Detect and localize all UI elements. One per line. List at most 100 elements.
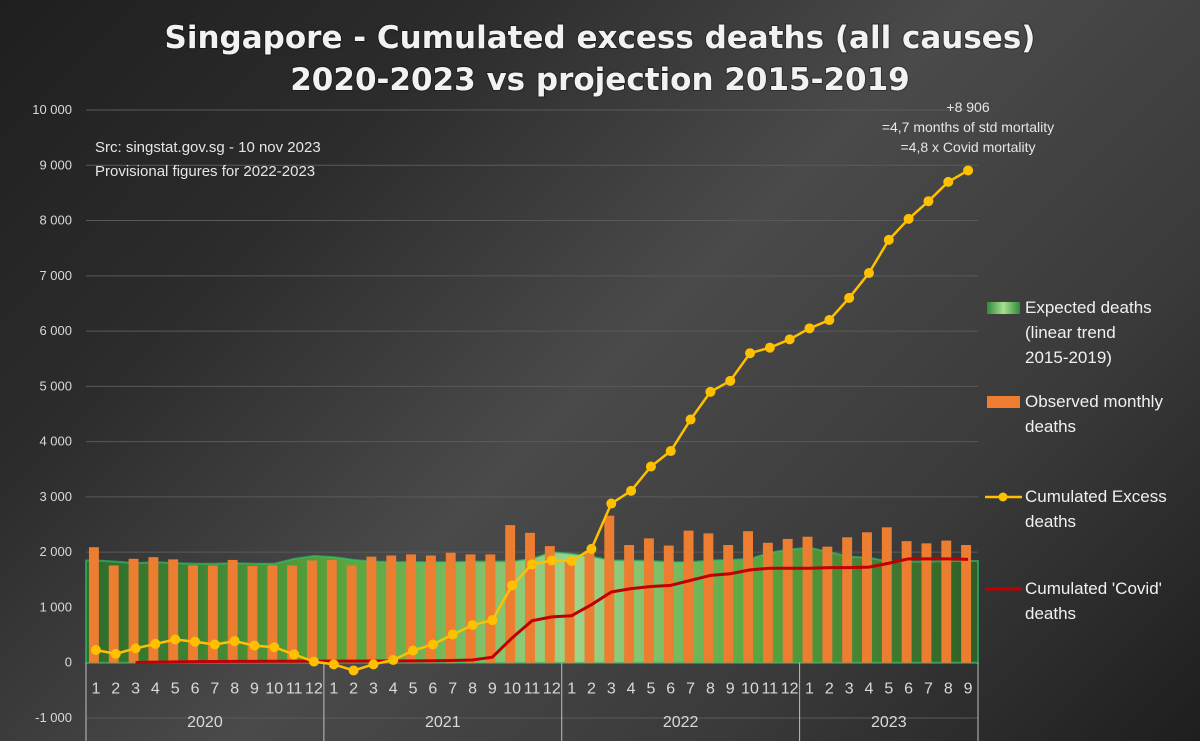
excess-point bbox=[586, 543, 597, 554]
y-tick-label: -1 000 bbox=[35, 710, 72, 725]
x-tick-label: 2 bbox=[825, 681, 834, 698]
year-label: 2022 bbox=[663, 714, 699, 731]
x-tick-label: 10 bbox=[741, 681, 759, 698]
covid-line-path bbox=[135, 557, 969, 664]
observed-bar bbox=[525, 532, 535, 663]
legend-label: deaths bbox=[1025, 417, 1076, 436]
excess-point bbox=[943, 176, 954, 187]
y-tick-label: 4 000 bbox=[39, 434, 72, 449]
observed-bar bbox=[227, 559, 238, 663]
y-tick-label: 6 000 bbox=[39, 323, 72, 338]
excess-point bbox=[527, 559, 537, 570]
observed-bar bbox=[643, 538, 654, 663]
x-tick-label: 7 bbox=[924, 681, 933, 698]
excess-point bbox=[487, 615, 498, 626]
provisional-note: Provisional figures for 2022-2023 bbox=[95, 163, 315, 180]
excess-point bbox=[784, 334, 795, 345]
excess-point bbox=[269, 642, 280, 653]
excess-point bbox=[824, 315, 835, 326]
x-tick-label: 4 bbox=[865, 681, 874, 698]
observed-bar bbox=[544, 546, 555, 663]
x-tick-label: 1 bbox=[329, 681, 338, 698]
excess-point bbox=[844, 292, 855, 303]
legend-label: (linear trend bbox=[1025, 323, 1116, 342]
covid-line bbox=[135, 557, 969, 664]
excess-point bbox=[923, 196, 934, 207]
observed-bar bbox=[604, 515, 615, 663]
observed-bar bbox=[961, 544, 972, 663]
y-tick-label: 8 000 bbox=[39, 213, 72, 228]
observed-bar bbox=[465, 554, 476, 663]
excess-point bbox=[328, 659, 339, 670]
observed-bar bbox=[207, 565, 218, 663]
excess-point bbox=[388, 654, 399, 665]
x-tick-label: 7 bbox=[210, 681, 219, 698]
x-tick-label: 5 bbox=[884, 681, 893, 698]
x-tick-label: 4 bbox=[389, 681, 398, 698]
x-tick-label: 9 bbox=[726, 681, 735, 698]
chart-subtitle: 2020-2023 vs projection 2015-2019 bbox=[290, 62, 910, 98]
annotation-covid-ratio: =4,8 x Covid mortality bbox=[901, 139, 1036, 155]
excess-point bbox=[606, 498, 617, 509]
observed-bar bbox=[366, 556, 377, 663]
excess-point bbox=[209, 639, 220, 650]
y-tick-label: 9 000 bbox=[39, 157, 72, 172]
excess-point bbox=[408, 645, 419, 656]
excess-point bbox=[725, 375, 736, 386]
legend-label: deaths bbox=[1025, 512, 1076, 531]
x-tick-label: 11 bbox=[762, 681, 779, 698]
excess-point bbox=[130, 643, 141, 654]
x-tick-label: 9 bbox=[964, 681, 973, 698]
chart-title: Singapore - Cumulated excess deaths (all… bbox=[165, 20, 1036, 56]
excess-point bbox=[308, 656, 319, 667]
x-tick-label: 6 bbox=[666, 681, 675, 698]
excess-point bbox=[447, 629, 458, 640]
x-tick-label: 3 bbox=[607, 681, 616, 698]
y-tick-label: 3 000 bbox=[39, 489, 72, 504]
y-tick-label: 0 bbox=[65, 655, 72, 670]
x-tick-label: 9 bbox=[488, 681, 497, 698]
legend-label: Expected deaths bbox=[1025, 298, 1152, 317]
excess-point bbox=[170, 634, 181, 645]
x-tick-label: 4 bbox=[151, 681, 160, 698]
y-tick-label: 7 000 bbox=[39, 268, 72, 283]
x-tick-label: 1 bbox=[805, 681, 814, 698]
excess-point bbox=[150, 638, 161, 649]
excess-point bbox=[566, 556, 577, 567]
observed-bar bbox=[168, 559, 179, 663]
x-tick-label: 1 bbox=[91, 681, 100, 698]
excess-point bbox=[190, 636, 201, 647]
excess-point bbox=[963, 165, 974, 176]
x-tick-label: 2 bbox=[587, 681, 596, 698]
observed-bar bbox=[485, 554, 496, 663]
x-tick-label: 1 bbox=[567, 681, 576, 698]
legend-key-bar bbox=[987, 396, 1020, 408]
observed-bar bbox=[307, 560, 317, 663]
observed-bar bbox=[406, 554, 417, 663]
x-tick-label: 7 bbox=[686, 681, 695, 698]
observed-bar bbox=[287, 565, 298, 663]
x-tick-label: 2 bbox=[111, 681, 120, 698]
x-tick-label: 12 bbox=[781, 681, 799, 698]
x-tick-label: 3 bbox=[131, 681, 140, 698]
observed-bar bbox=[326, 559, 337, 663]
excess-point bbox=[804, 323, 815, 334]
x-tick-label: 8 bbox=[706, 681, 715, 698]
x-tick-label: 5 bbox=[409, 681, 418, 698]
excess-point bbox=[883, 234, 894, 245]
legend-key-marker bbox=[998, 492, 1008, 502]
excess-point bbox=[764, 342, 775, 353]
x-tick-label: 4 bbox=[627, 681, 636, 698]
legend-label: Cumulated Excess bbox=[1025, 487, 1167, 506]
y-axis: -1 000 0 1 000 2 000 3 000 4 000 5 000 6 000 7 0… bbox=[32, 102, 72, 725]
observed-bar bbox=[743, 531, 753, 663]
excess-point bbox=[705, 386, 716, 397]
observed-bar bbox=[921, 543, 932, 663]
x-tick-label: 3 bbox=[845, 681, 854, 698]
x-tick-label: 2 bbox=[349, 681, 358, 698]
observed-bar bbox=[822, 546, 833, 663]
legend: Expected deaths (linear trend 2015-2019) Ob… bbox=[985, 298, 1167, 623]
observed-bar bbox=[802, 536, 813, 663]
excess-point bbox=[685, 414, 696, 425]
